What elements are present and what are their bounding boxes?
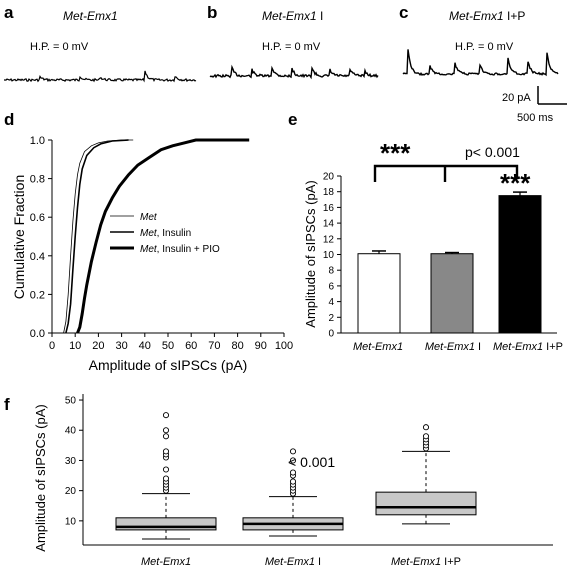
chart-d-xtick-label: 90 xyxy=(255,340,267,352)
outlier-point xyxy=(162,475,170,482)
bar-1 xyxy=(430,253,474,334)
significance-p-text: p< 0.001 xyxy=(465,144,520,160)
chart-f-ytick-label: 30 xyxy=(65,456,77,467)
box-2 xyxy=(375,491,477,516)
chart-d-series-2 xyxy=(76,138,250,334)
chart-d-xtick-label: 80 xyxy=(231,340,243,352)
outlier-point xyxy=(162,433,170,440)
bar-0 xyxy=(357,253,401,334)
bar-2 xyxy=(498,195,542,334)
chart-d-ytick-label: 0.4 xyxy=(30,251,45,263)
chart-e-ytick-label: 16 xyxy=(323,203,335,214)
chart-e-ytick-label: 20 xyxy=(323,172,335,183)
chart-d-xlabel: Amplitude of sIPSCs (pA) xyxy=(89,357,248,373)
chart-f-ytick-label: 40 xyxy=(65,426,77,437)
chart-e-ytick-label: 12 xyxy=(323,234,335,245)
trace-b-title: Met-Emx1 I xyxy=(262,9,323,23)
chart-d-xtick-label: 60 xyxy=(185,340,197,352)
outlier-point xyxy=(162,427,170,434)
panel-letter-d: d xyxy=(4,110,14,129)
outlier-point xyxy=(162,448,170,455)
chart-d-xtick-label: 30 xyxy=(115,340,127,352)
chart-d-xtick-label: 40 xyxy=(139,340,151,352)
outlier-point xyxy=(422,424,430,431)
chart-e-ytick-label: 10 xyxy=(323,250,335,261)
outlier-point xyxy=(162,412,170,419)
panel-letter-c: c xyxy=(399,3,408,22)
chart-e-ytick-label: 4 xyxy=(328,297,334,308)
chart-f-xtick-0: Met-Emx1 xyxy=(141,556,191,568)
box-chart: 10 20 30 40 50 xyxy=(65,394,553,546)
trace-c-hp: H.P. = 0 mV xyxy=(455,41,514,53)
panel-letter-b: b xyxy=(207,3,217,22)
chart-e-ytick-label: 0 xyxy=(328,329,334,340)
chart-d-ytick-label: 1.0 xyxy=(30,135,45,147)
panel-letter-f: f xyxy=(4,395,10,414)
trace-c-title: Met-Emx1 I+P xyxy=(449,9,525,23)
significance-stars-left: *** xyxy=(380,138,411,168)
trace-a-title: Met-Emx1 xyxy=(63,9,118,23)
chart-e-ytick-label: 14 xyxy=(323,219,335,230)
chart-d-ytick-label: 0.6 xyxy=(30,212,45,224)
outlier-point xyxy=(289,478,297,485)
chart-d-xtick-label: 10 xyxy=(69,340,81,352)
trace-b xyxy=(209,64,379,80)
chart-d-ytick-label: 0.0 xyxy=(30,328,45,340)
chart-d-ylabel: Cumulative Fraction xyxy=(11,175,27,300)
chart-d-legend: Met Met, Insulin Met, Insulin + PIO xyxy=(110,212,220,255)
significance-bracket xyxy=(373,164,519,182)
trace-c xyxy=(402,49,559,77)
box-annotation: < 0.001 xyxy=(288,454,335,470)
significance-stars-bar: *** xyxy=(500,168,531,198)
scale-bar-x-label: 500 ms xyxy=(517,112,554,124)
trace-b-title-suffix: I xyxy=(317,9,324,23)
chart-e-xtick-1: Met-Emx1 I xyxy=(425,341,481,353)
chart-d-xtick-label: 20 xyxy=(92,340,104,352)
chart-d-ytick-label: 0.2 xyxy=(30,289,45,301)
panel-letter-e: e xyxy=(288,110,297,129)
trace-b-title-name: Met-Emx1 xyxy=(262,9,317,23)
outlier-point xyxy=(289,448,297,455)
chart-d-xtick-label: 50 xyxy=(162,340,174,352)
trace-a xyxy=(4,70,197,83)
chart-d-ytick-label: 0.8 xyxy=(30,174,45,186)
scale-bar-y-label: 20 pA xyxy=(502,92,531,104)
outlier-point xyxy=(162,466,170,473)
outlier-point xyxy=(289,457,297,464)
chart-d-series-0 xyxy=(63,139,134,334)
outlier-point xyxy=(289,469,297,476)
legend-entry-met-insulin: Met, Insulin xyxy=(140,228,191,239)
outlier-point xyxy=(422,433,430,440)
chart-d-xtick-label: 100 xyxy=(275,340,293,352)
chart-e-xtick-0: Met-Emx1 xyxy=(353,341,403,353)
chart-f-xtick-1: Met-Emx1 I xyxy=(265,556,321,568)
chart-f-ytick-label: 50 xyxy=(65,396,77,407)
chart-e-ytick-label: 18 xyxy=(323,187,335,198)
cumulative-chart: 0 10 20 30 40 50 60 70 80 90 100 0.0 0.2 0.4 0.6 0.8 1.0 xyxy=(30,135,293,352)
chart-f-ytick-label: 20 xyxy=(65,486,77,497)
chart-e-ytick-label: 8 xyxy=(328,266,334,277)
trace-a-hp: H.P. = 0 mV xyxy=(30,41,89,53)
chart-e-xtick-2: Met-Emx1 I+P xyxy=(493,341,563,353)
trace-b-hp: H.P. = 0 mV xyxy=(262,41,321,53)
trace-c-title-name: Met-Emx1 xyxy=(449,9,504,23)
chart-f-ytick-label: 10 xyxy=(65,516,77,527)
chart-d-xtick-label: 70 xyxy=(208,340,220,352)
chart-d-series-1 xyxy=(65,139,129,334)
chart-e-ytick-label: 2 xyxy=(328,313,334,324)
chart-e-ytick-label: 6 xyxy=(328,281,334,292)
trace-c-title-suffix: I+P xyxy=(504,9,526,23)
legend-entry-met: Met xyxy=(140,212,158,223)
chart-f-ylabel: Amplitude of sIPSCs (pA) xyxy=(33,404,48,551)
panel-letter-a: a xyxy=(4,3,14,22)
chart-e-ylabel: Amplitude of sIPSCs (pA) xyxy=(303,180,318,327)
chart-d-xtick-label: 0 xyxy=(49,340,55,352)
chart-f-xtick-2: Met-Emx1 I+P xyxy=(391,556,461,568)
bar-chart: 0 2 4 6 8 10 12 14 16 18 20 xyxy=(323,172,557,340)
legend-entry-met-insulin-pio: Met, Insulin + PIO xyxy=(140,244,220,255)
